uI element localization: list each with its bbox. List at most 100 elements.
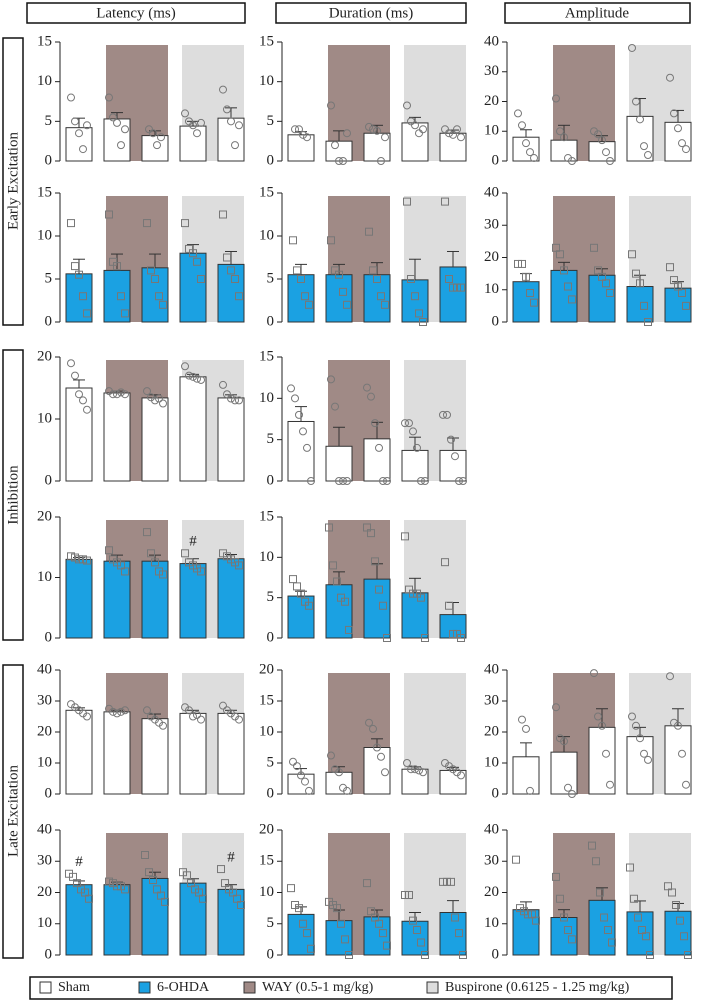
y-tick-label: 15 <box>37 33 52 49</box>
data-point <box>602 279 610 288</box>
data-point <box>455 929 463 938</box>
y-tick-label: 5 <box>267 589 275 605</box>
bar <box>217 558 245 639</box>
data-point <box>121 706 129 715</box>
data-point <box>305 601 313 610</box>
data-point <box>197 715 205 724</box>
bar <box>287 913 315 956</box>
data-point <box>299 919 307 928</box>
y-tick-label: 0 <box>267 946 275 962</box>
data-point <box>217 865 225 874</box>
data-point <box>227 266 235 275</box>
data-point <box>117 292 125 301</box>
data-point <box>522 139 530 148</box>
data-point <box>79 292 87 301</box>
bar <box>103 392 131 482</box>
data-point <box>223 253 231 262</box>
data-point <box>401 419 409 428</box>
bar <box>664 725 692 795</box>
data-point <box>564 783 572 792</box>
data-point <box>289 236 297 245</box>
data-point <box>219 210 227 219</box>
data-point <box>161 897 169 906</box>
data-point <box>684 951 692 959</box>
data-point <box>303 133 311 142</box>
data-point <box>421 951 429 959</box>
y-tick-label: 20 <box>37 508 52 524</box>
y-tick-label: 5 <box>45 113 53 129</box>
y-tick-label: 40 <box>484 33 499 49</box>
data-point <box>295 904 303 913</box>
y-tick-label: 5 <box>267 270 275 286</box>
data-point <box>293 266 301 275</box>
data-point <box>632 97 640 106</box>
bar <box>439 449 467 482</box>
data-point <box>419 318 427 326</box>
y-tick-label: 5 <box>267 915 275 931</box>
y-tick-label: 20 <box>37 723 52 739</box>
legend-swatch <box>138 981 151 994</box>
data-point <box>299 427 307 436</box>
data-point <box>401 532 409 541</box>
data-point <box>143 528 151 537</box>
legend-label: WAY (0.5-1 mg/kg) <box>262 980 374 995</box>
y-tick-label: 0 <box>45 313 53 329</box>
data-point <box>413 443 421 452</box>
bar <box>217 397 245 482</box>
data-point <box>343 129 351 138</box>
data-point <box>223 390 231 399</box>
data-point <box>371 557 379 566</box>
bar <box>512 281 540 323</box>
bar <box>439 132 467 162</box>
data-point <box>297 771 305 780</box>
data-point <box>552 703 560 712</box>
data-point <box>117 707 125 716</box>
data-point <box>327 751 335 760</box>
data-point <box>457 133 465 142</box>
data-point <box>235 292 243 301</box>
y-tick-label: 20 <box>484 93 499 109</box>
data-point <box>642 932 650 941</box>
data-point <box>598 136 606 145</box>
data-point <box>113 262 121 271</box>
data-point <box>339 287 347 296</box>
data-point <box>381 300 389 309</box>
y-tick-label: 30 <box>37 853 52 869</box>
data-point <box>121 390 129 399</box>
data-point <box>83 556 91 565</box>
y-tick-label: 30 <box>484 63 499 79</box>
data-point <box>85 894 93 903</box>
column-header: Amplitude <box>565 5 630 21</box>
data-point <box>405 419 413 428</box>
y-tick-label: 10 <box>259 390 274 406</box>
legend-label: 6-OHDA <box>157 980 210 995</box>
y-tick-label: 20 <box>37 884 52 900</box>
data-point <box>564 154 572 163</box>
data-point <box>149 129 157 138</box>
data-point <box>439 410 447 419</box>
data-point <box>608 938 616 947</box>
bar <box>550 751 578 795</box>
data-point <box>373 743 381 752</box>
column-header: Duration (ms) <box>329 5 414 21</box>
data-point <box>105 210 113 219</box>
bar <box>588 726 616 795</box>
data-point <box>227 117 235 126</box>
data-point <box>373 275 381 283</box>
data-point <box>522 272 530 281</box>
data-point <box>295 125 303 134</box>
data-point <box>405 891 413 899</box>
y-tick-label: 0 <box>45 629 53 645</box>
y-tick-label: 15 <box>37 184 52 200</box>
data-point <box>590 243 598 252</box>
y-tick-label: 15 <box>259 853 274 869</box>
data-point <box>365 122 373 131</box>
y-tick-label: 0 <box>267 785 275 801</box>
bar <box>217 888 245 956</box>
data-point <box>293 762 301 771</box>
y-tick-label: 20 <box>484 884 499 900</box>
data-point <box>600 913 608 922</box>
y-tick-label: 0 <box>267 472 275 488</box>
data-point <box>331 141 339 150</box>
data-point <box>297 275 305 283</box>
